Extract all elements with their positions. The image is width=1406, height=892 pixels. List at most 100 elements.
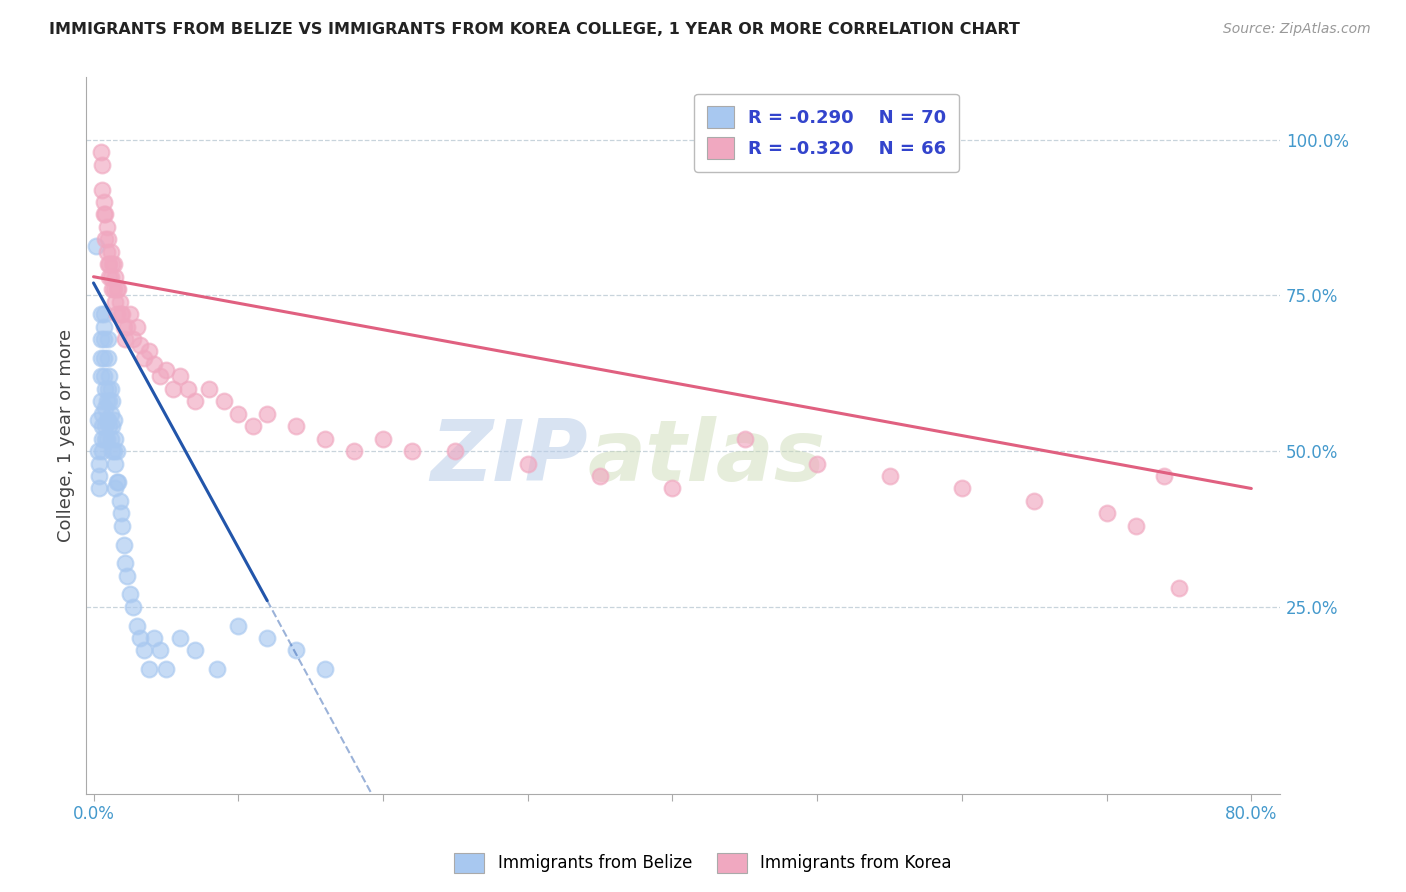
Point <box>93 207 115 221</box>
Point <box>879 469 901 483</box>
Point <box>371 432 394 446</box>
Point <box>121 599 143 614</box>
Point <box>115 568 138 582</box>
Point <box>1168 581 1191 595</box>
Point <box>314 432 336 446</box>
Point <box>226 407 249 421</box>
Point <box>97 332 120 346</box>
Point <box>104 432 127 446</box>
Point <box>103 413 125 427</box>
Point <box>103 444 125 458</box>
Point <box>149 643 172 657</box>
Point <box>100 382 122 396</box>
Point <box>91 419 114 434</box>
Point <box>104 482 127 496</box>
Point <box>1125 519 1147 533</box>
Point <box>93 351 115 365</box>
Point <box>86 238 108 252</box>
Point <box>285 419 308 434</box>
Point <box>103 257 125 271</box>
Point <box>94 232 117 246</box>
Point <box>96 432 118 446</box>
Point <box>661 482 683 496</box>
Point <box>176 382 198 396</box>
Point <box>101 394 124 409</box>
Point <box>134 643 156 657</box>
Point <box>107 282 129 296</box>
Point <box>950 482 973 496</box>
Point <box>108 294 131 309</box>
Point <box>97 257 120 271</box>
Point <box>93 369 115 384</box>
Point <box>198 382 221 396</box>
Text: atlas: atlas <box>588 416 825 499</box>
Point <box>91 407 114 421</box>
Point <box>90 332 112 346</box>
Point <box>105 282 128 296</box>
Point <box>806 457 828 471</box>
Point <box>128 631 150 645</box>
Point <box>114 556 136 570</box>
Legend: Immigrants from Belize, Immigrants from Korea: Immigrants from Belize, Immigrants from … <box>447 847 959 880</box>
Legend: R = -0.290    N = 70, R = -0.320    N = 66: R = -0.290 N = 70, R = -0.320 N = 66 <box>695 94 959 172</box>
Point <box>101 257 124 271</box>
Point <box>149 369 172 384</box>
Point <box>100 269 122 284</box>
Point <box>184 643 207 657</box>
Point <box>138 662 160 676</box>
Point <box>108 494 131 508</box>
Point <box>118 587 141 601</box>
Point <box>242 419 264 434</box>
Point <box>101 282 124 296</box>
Point <box>105 475 128 490</box>
Point <box>184 394 207 409</box>
Point <box>96 219 118 234</box>
Point <box>162 382 184 396</box>
Point <box>516 457 538 471</box>
Text: ZIP: ZIP <box>430 416 588 499</box>
Point <box>98 419 121 434</box>
Point <box>169 369 191 384</box>
Point <box>97 351 120 365</box>
Point <box>112 319 135 334</box>
Point <box>93 332 115 346</box>
Point <box>143 357 166 371</box>
Point <box>112 537 135 551</box>
Point <box>94 401 117 415</box>
Point <box>94 419 117 434</box>
Point <box>91 432 114 446</box>
Point <box>93 194 115 209</box>
Point <box>96 244 118 259</box>
Point <box>101 444 124 458</box>
Text: Source: ZipAtlas.com: Source: ZipAtlas.com <box>1223 22 1371 37</box>
Point <box>121 332 143 346</box>
Point <box>98 269 121 284</box>
Point <box>89 482 111 496</box>
Point <box>155 662 177 676</box>
Point <box>98 394 121 409</box>
Point <box>97 382 120 396</box>
Point <box>115 319 138 334</box>
Point <box>169 631 191 645</box>
Point <box>256 631 278 645</box>
Point <box>125 618 148 632</box>
Point <box>90 394 112 409</box>
Point <box>96 413 118 427</box>
Point <box>105 307 128 321</box>
Point <box>91 158 114 172</box>
Point <box>107 475 129 490</box>
Point <box>212 394 235 409</box>
Point <box>97 413 120 427</box>
Point <box>90 351 112 365</box>
Point <box>93 307 115 321</box>
Point <box>100 407 122 421</box>
Point <box>1095 507 1118 521</box>
Point <box>111 519 134 533</box>
Point <box>100 244 122 259</box>
Point <box>103 282 125 296</box>
Point <box>343 444 366 458</box>
Point <box>98 257 121 271</box>
Point <box>155 363 177 377</box>
Point <box>444 444 467 458</box>
Point <box>1153 469 1175 483</box>
